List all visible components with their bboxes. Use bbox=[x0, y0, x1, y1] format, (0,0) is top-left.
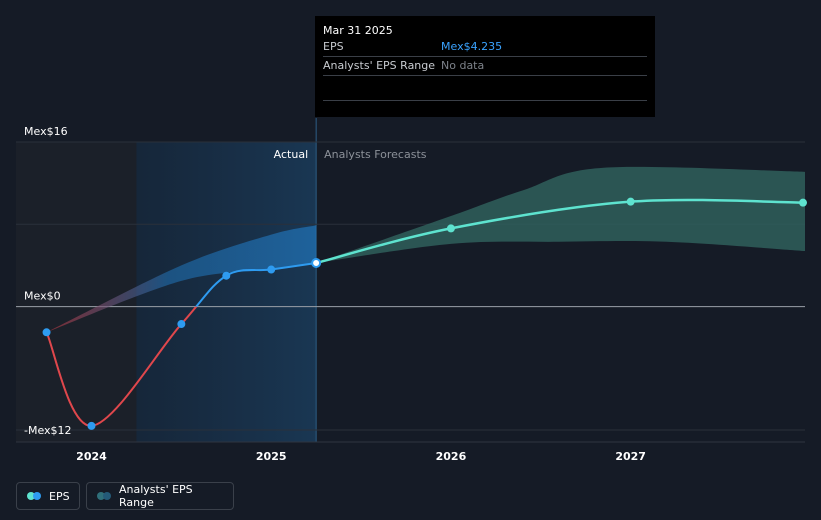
legend-range-button[interactable]: Analysts' EPS Range bbox=[86, 482, 234, 510]
legend-eps-button[interactable]: EPS bbox=[16, 482, 80, 510]
eps-forecast-point bbox=[626, 197, 635, 206]
legend-range-label: Analysts' EPS Range bbox=[119, 483, 193, 509]
actual-section-background bbox=[136, 142, 317, 442]
eps-forecast-line bbox=[315, 198, 806, 265]
tooltip: Mar 31 2025 EPS Mex$4.235 Analysts' EPS … bbox=[315, 16, 655, 117]
x-axis-tick-label: 2025 bbox=[256, 450, 287, 463]
eps-actual-point bbox=[222, 271, 231, 280]
tooltip-eps-value: Mex$4.235 bbox=[441, 40, 503, 53]
eps-forecast-point bbox=[799, 198, 807, 207]
eps-actual-line-negative bbox=[45, 306, 198, 427]
forecast-eps-range-area bbox=[316, 166, 805, 264]
eps-forecast-point bbox=[446, 224, 455, 233]
y-axis-label: -Mex$12 bbox=[24, 424, 72, 437]
y-axis-label: Mex$16 bbox=[24, 125, 68, 138]
eps-highlight-point bbox=[311, 258, 322, 269]
eps-actual-point bbox=[177, 320, 186, 329]
tooltip-eps-label: EPS bbox=[323, 40, 344, 53]
y-axis-label: Mex$0 bbox=[24, 290, 61, 303]
tooltip-divider bbox=[323, 76, 647, 101]
tooltip-date: Mar 31 2025 bbox=[323, 24, 393, 37]
range-legend-icon bbox=[97, 492, 111, 500]
x-axis-tick-label: 2024 bbox=[76, 450, 107, 463]
eps-actual-point bbox=[87, 421, 96, 430]
actual-section-label: Actual bbox=[274, 148, 308, 161]
past-eps-range-area bbox=[46, 225, 317, 333]
tooltip-range-row: Analysts' EPS Range No data bbox=[323, 57, 647, 76]
tooltip-eps-row: EPS Mex$4.235 bbox=[323, 38, 647, 57]
x-axis-tick-label: 2026 bbox=[436, 450, 467, 463]
history-background bbox=[16, 142, 137, 442]
tooltip-range-value: No data bbox=[441, 59, 485, 72]
eps-actual-point bbox=[42, 328, 51, 337]
tooltip-range-label: Analysts' EPS Range bbox=[323, 59, 436, 72]
eps-actual-point bbox=[267, 265, 276, 274]
forecast-section-label: Analysts Forecasts bbox=[324, 148, 427, 161]
legend-eps-label: EPS bbox=[49, 489, 70, 503]
eps-legend-icon bbox=[27, 492, 41, 500]
x-axis-tick-label: 2027 bbox=[615, 450, 646, 463]
